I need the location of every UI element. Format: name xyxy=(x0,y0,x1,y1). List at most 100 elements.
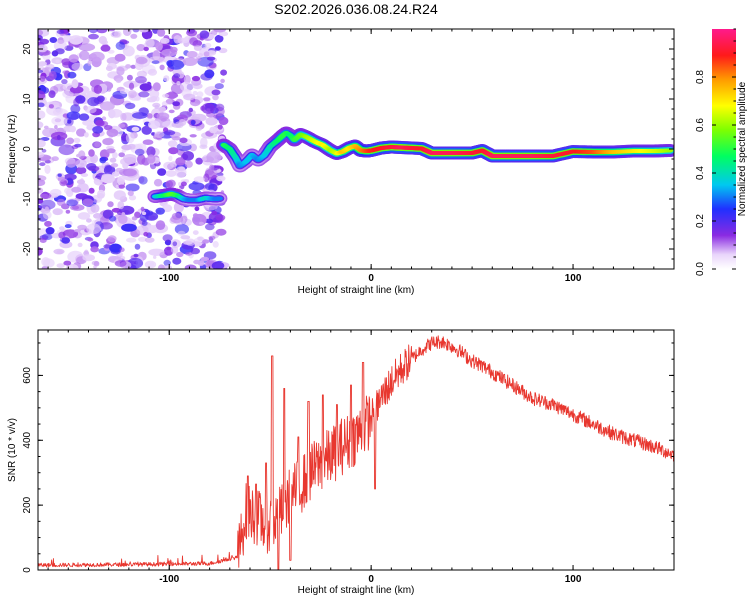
spectrogram-noise-cell xyxy=(175,121,184,129)
spectrogram-noise-cell xyxy=(110,163,119,168)
spectrogram-noise-cell xyxy=(53,109,63,115)
spectrogram-noise-cell xyxy=(161,101,168,107)
spectrogram-noise-cell xyxy=(135,76,147,84)
spectrogram-noise-cell xyxy=(87,237,94,242)
spectrogram-noise-cell xyxy=(212,241,219,248)
spectrogram-noise-cell xyxy=(121,223,137,232)
spectrogram-noise-cell xyxy=(118,255,126,261)
spectrogram-noise-cell xyxy=(74,143,82,148)
spectrogram-noise-cell xyxy=(173,73,181,79)
spectrogram-noise-cell xyxy=(39,162,46,167)
spectrogram-noise-cell xyxy=(149,262,154,267)
spectrogram-noise-cell xyxy=(169,46,178,53)
spectrogram-noise-cell xyxy=(146,154,156,164)
spectrogram-noise-cell xyxy=(41,257,51,267)
spectrogram-noise-cell xyxy=(105,65,113,72)
spectrogram-y-label: Frequency (Hz) xyxy=(7,115,18,184)
spectrogram-noise-cell xyxy=(93,84,103,94)
spectrogram-noise-cell xyxy=(177,230,186,236)
spectrogram-noise-cell xyxy=(76,153,81,158)
spectrogram-noise-cell xyxy=(82,198,94,207)
spectrogram-noise-cell xyxy=(61,58,71,66)
colorbar: 0.0 0.2 0.4 0.6 0.8 Normalized spectral ampl… xyxy=(695,28,748,276)
spectrogram-noise-cell xyxy=(95,119,105,127)
spectrogram-noise-cell xyxy=(88,149,95,157)
spectrogram-noise-cell xyxy=(49,37,58,43)
spectrogram-noise-cell xyxy=(216,169,222,173)
spectrogram-noise-cell xyxy=(132,112,148,119)
spectrogram-noise-cell xyxy=(204,69,215,79)
spectrogram-noise-cell xyxy=(168,109,175,114)
spectrogram-noise-cell xyxy=(171,212,182,220)
spectrogram-noise-cell xyxy=(117,201,125,210)
spectrogram-noise-cell xyxy=(189,134,197,138)
colorbar-label: Normalized spectral amplitude xyxy=(737,81,748,216)
spectrogram-noise-cell xyxy=(42,210,52,220)
snr-y-tick-label: 0 xyxy=(22,567,33,573)
spectrogram-noise-cell xyxy=(192,230,199,236)
spectrogram-noise-cell xyxy=(88,33,99,40)
spectrogram-noise-cell xyxy=(97,189,106,199)
spectrogram-noise-cell xyxy=(76,128,86,137)
spectrogram-noise-cell xyxy=(123,29,132,34)
spectrogram-noise-cell xyxy=(206,56,216,61)
spectrogram-noise-cell xyxy=(159,64,165,71)
spectrogram-noise-cell xyxy=(196,58,202,62)
spectrogram-noise-cell xyxy=(106,148,116,154)
spectrogram-noise-cell xyxy=(51,156,59,162)
spectrogram-noise-cell xyxy=(141,125,152,135)
spectrogram-x-tick-label: 0 xyxy=(368,273,374,284)
spectrogram-noise-cell xyxy=(75,166,87,175)
spectrogram-noise-cell xyxy=(75,193,88,200)
snr-y-tick-label: 200 xyxy=(22,496,33,513)
spectrogram-noise-cell xyxy=(144,237,155,243)
spectrogram-noise-cell xyxy=(131,126,140,132)
spectrogram-noise-cell xyxy=(160,37,170,44)
spectrogram-noise-cell xyxy=(155,42,163,51)
spectrogram-noise-cell xyxy=(134,148,145,156)
spectrogram-noise-cell xyxy=(86,223,101,234)
spectrogram-noise-cell xyxy=(176,251,184,258)
spectrogram-noise-cell xyxy=(209,164,215,172)
spectrogram-noise-cell xyxy=(186,51,198,58)
spectrogram-noise-cell xyxy=(162,93,170,98)
spectrogram-noise-cell xyxy=(182,57,198,66)
spectrogram-noise-cell xyxy=(71,186,82,193)
spectrogram-noise-cell xyxy=(69,86,84,94)
spectrogram-noise-cell xyxy=(54,125,58,130)
spectrogram-noise-cell xyxy=(154,104,160,109)
spectrogram-noise-cell xyxy=(168,147,179,155)
spectrogram-noise-cell xyxy=(62,70,69,74)
spectrogram-noise-cell xyxy=(156,112,170,121)
spectrogram-noise-cell xyxy=(162,204,173,213)
colorbar-tick-label: 0.2 xyxy=(695,214,706,228)
snr-panel: -100 0 100 0 200 400 600 Height of straight l… xyxy=(7,329,675,596)
spectrogram-noise-cell xyxy=(78,43,96,52)
spectrogram-noise-cell xyxy=(66,137,75,145)
spectrogram-noise-cell xyxy=(192,90,198,96)
spectrogram-noise-cell xyxy=(189,37,199,46)
spectrogram-noise-cell xyxy=(204,42,212,48)
spectrogram-noise-cell xyxy=(214,103,225,112)
spectrogram-noise-cell xyxy=(119,88,130,95)
spectrogram-noise-cell xyxy=(145,38,155,48)
snr-y-tick-label: 400 xyxy=(22,431,33,448)
spectrogram-noise-cell xyxy=(115,78,122,84)
spectrogram-noise-cell xyxy=(195,126,202,131)
spectrogram-noise-cell xyxy=(205,218,214,224)
spectrogram-noise-cell xyxy=(153,178,163,187)
snr-x-tick-label: 0 xyxy=(368,574,374,585)
spectrogram-noise-cell xyxy=(214,34,224,43)
spectrogram-noise-cell xyxy=(204,182,215,191)
spectrogram-noise-cell xyxy=(48,104,55,109)
spectrogram-noise-cell xyxy=(200,137,208,148)
spectrogram-noise-cell xyxy=(38,198,44,204)
spectrogram-noise-cell xyxy=(76,179,86,185)
spectrogram-side-trace-cell xyxy=(216,196,223,201)
spectrogram-noise-cell xyxy=(106,128,119,137)
spectrogram-noise-cell xyxy=(38,187,44,194)
snr-series-line xyxy=(38,335,674,570)
spectrogram-noise-cell xyxy=(157,168,167,176)
spectrogram-noise-cell xyxy=(216,175,226,182)
